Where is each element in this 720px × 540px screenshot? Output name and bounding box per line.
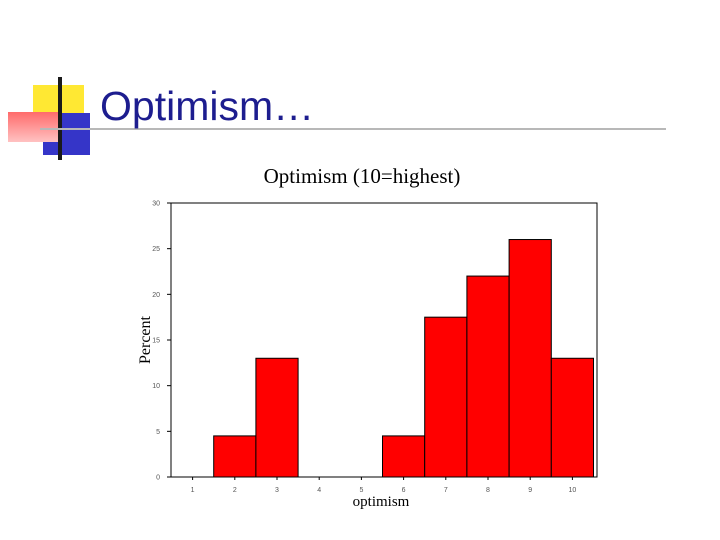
x-tick-label: 9 — [528, 487, 532, 494]
x-tick-label: 4 — [317, 487, 321, 494]
x-tick-label: 2 — [233, 487, 237, 494]
decor-horizontal-rule — [40, 128, 666, 130]
x-axis-label: optimism — [353, 494, 410, 510]
y-tick-label: 5 — [156, 429, 160, 436]
chart-title: Optimism (10=highest) — [264, 164, 461, 188]
decor-vertical-line — [58, 77, 62, 160]
bars-group — [213, 239, 594, 478]
x-tick-label: 1 — [191, 487, 195, 494]
decor-pink-bar — [8, 112, 58, 142]
x-axis-ticks: 1 2 3 4 5 6 7 8 9 10 — [191, 477, 577, 494]
y-axis-label: Percent — [137, 315, 154, 364]
bar-3 — [255, 357, 299, 478]
y-tick-label: 0 — [156, 475, 160, 482]
x-tick-label: 5 — [359, 487, 363, 494]
x-tick-label: 7 — [444, 487, 448, 494]
bar-7 — [424, 316, 468, 478]
bar-6 — [382, 435, 426, 478]
bar-2 — [213, 435, 257, 478]
y-tick-label: 30 — [152, 201, 160, 208]
bar-8 — [466, 275, 510, 478]
y-tick-label: 25 — [152, 246, 160, 253]
y-tick-label: 10 — [152, 383, 160, 390]
x-tick-label: 10 — [569, 487, 577, 494]
x-tick-label: 6 — [402, 487, 406, 494]
x-tick-label: 8 — [486, 487, 490, 494]
slide-title: Optimism… — [100, 83, 315, 129]
y-tick-label: 15 — [152, 338, 160, 345]
x-tick-label: 3 — [275, 487, 279, 494]
y-tick-label: 20 — [152, 292, 160, 299]
bar-9 — [508, 239, 552, 478]
y-axis-ticks: 0 5 10 15 20 25 30 — [152, 201, 171, 482]
bar-10 — [550, 357, 594, 478]
